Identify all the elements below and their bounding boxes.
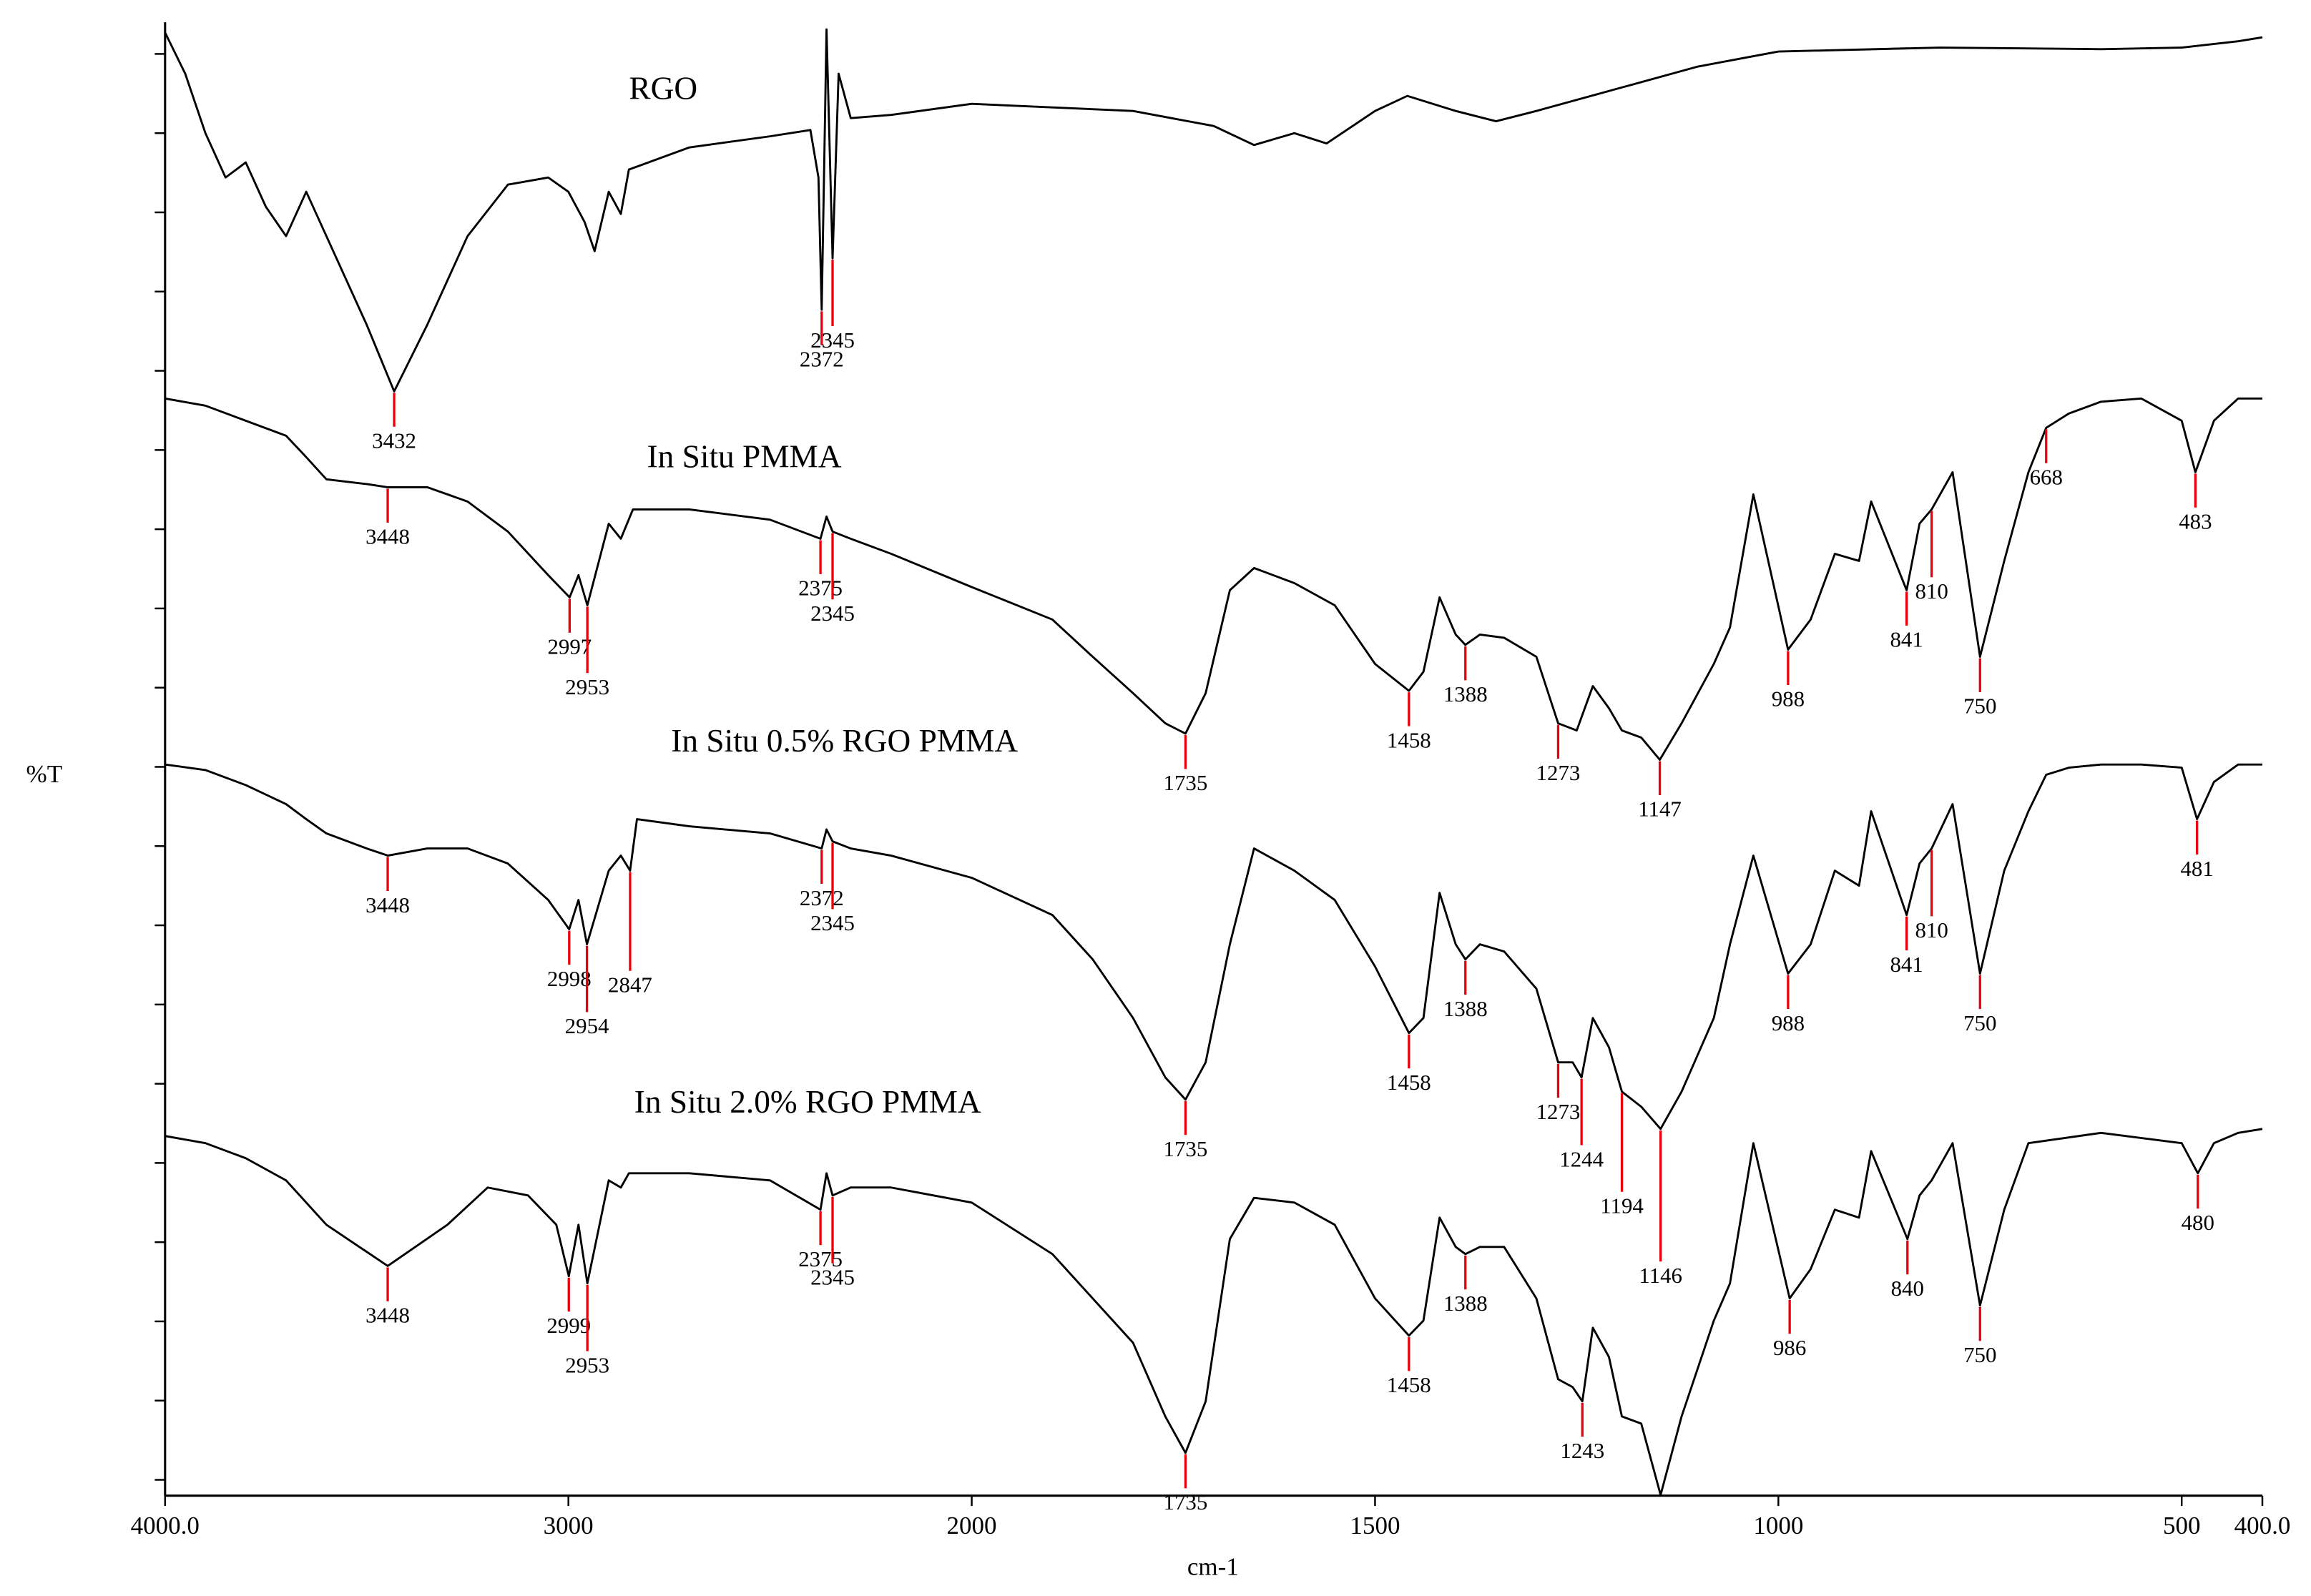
- peak-label: 1388: [1443, 681, 1488, 706]
- peak-label: 810: [1915, 917, 1948, 942]
- x-tick-label: 500: [2163, 1512, 2201, 1540]
- peak-label: 1735: [1164, 770, 1208, 795]
- y-axis-label: %T: [26, 760, 63, 788]
- peak-label: 2953: [565, 674, 609, 699]
- peak-label: 1244: [1559, 1146, 1604, 1171]
- x-tick-label: 400.0: [2234, 1512, 2291, 1540]
- peak-label: 1388: [1443, 1291, 1488, 1316]
- peak-label: 986: [1773, 1335, 1806, 1360]
- peak-label: 2953: [565, 1352, 609, 1377]
- peak-label: 2997: [547, 634, 592, 659]
- peak-label: 2345: [810, 601, 855, 626]
- peak-label: 1243: [1560, 1438, 1604, 1463]
- peak-label: 2375: [798, 576, 843, 601]
- peak-label: 1458: [1387, 1372, 1431, 1397]
- x-tick-label: 1000: [1753, 1512, 1803, 1540]
- spectrum-line: [165, 1128, 2263, 1497]
- peak-label: 841: [1890, 952, 1923, 977]
- peak-label: 2847: [608, 972, 652, 997]
- peak-label: 2345: [810, 327, 855, 353]
- series-label: In Situ PMMA: [647, 439, 842, 475]
- peak-label: 3448: [365, 892, 410, 917]
- x-axis-label: cm-1: [1187, 1553, 1239, 1581]
- peak-label: 988: [1772, 1010, 1805, 1035]
- peak-label: 1147: [1638, 797, 1682, 822]
- peak-label: 2998: [547, 966, 592, 991]
- peak-label: 2345: [810, 910, 855, 935]
- peak-label: 1146: [1639, 1263, 1682, 1288]
- peak-label: 1735: [1164, 1136, 1208, 1161]
- x-tick-label: 4000.0: [131, 1512, 200, 1540]
- peak-label: 481: [2180, 856, 2213, 881]
- peak-label: 2372: [800, 885, 844, 910]
- peak-label: 2375: [798, 1246, 843, 1271]
- peak-label: 2345: [810, 1264, 855, 1289]
- x-tick-label: 3000: [544, 1512, 594, 1540]
- peak-label: 668: [2030, 465, 2063, 490]
- peak-label: 1458: [1387, 1070, 1431, 1095]
- series-label: RGO: [629, 70, 697, 106]
- peak-label: 483: [2179, 509, 2212, 534]
- peak-label: 2954: [565, 1013, 609, 1038]
- x-tick-label: 2000: [947, 1512, 997, 1540]
- peak-label: 1388: [1443, 996, 1488, 1021]
- peak-label: 2372: [800, 346, 844, 371]
- spectrum-line: [165, 763, 2263, 1130]
- peak-label: 988: [1772, 686, 1805, 711]
- peak-label: 3432: [372, 428, 416, 453]
- peak-label: 810: [1915, 578, 1948, 604]
- peak-label: 1273: [1536, 760, 1581, 785]
- spectrum-line: [165, 397, 2263, 761]
- series-label: In Situ 2.0% RGO PMMA: [634, 1084, 981, 1120]
- peak-label: 1194: [1600, 1193, 1644, 1218]
- series-label: In Situ 0.5% RGO PMMA: [671, 723, 1018, 759]
- peak-label: 3448: [365, 1303, 410, 1328]
- peak-label: 1273: [1536, 1099, 1581, 1124]
- peak-label: 3448: [365, 524, 410, 549]
- peak-label: 840: [1891, 1276, 1924, 1301]
- peak-label: 841: [1890, 627, 1923, 652]
- spectrum-line: [164, 28, 2263, 393]
- peak-label: 1458: [1387, 727, 1431, 752]
- peak-label: 480: [2182, 1210, 2214, 1235]
- peak-label: 1735: [1164, 1489, 1208, 1514]
- peak-label: 750: [1963, 1342, 1996, 1367]
- peak-label: 750: [1963, 1010, 1996, 1035]
- x-tick-label: 1500: [1350, 1512, 1400, 1540]
- peak-label: 2999: [546, 1313, 591, 1338]
- peak-label: 750: [1963, 694, 1996, 719]
